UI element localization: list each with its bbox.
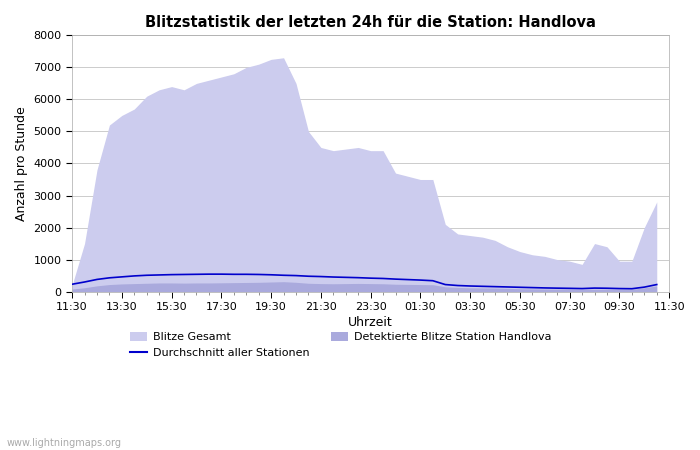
Y-axis label: Anzahl pro Stunde: Anzahl pro Stunde bbox=[15, 106, 28, 221]
Title: Blitzstatistik der letzten 24h für die Station: Handlova: Blitzstatistik der letzten 24h für die S… bbox=[145, 15, 596, 30]
Text: www.lightningmaps.org: www.lightningmaps.org bbox=[7, 438, 122, 448]
X-axis label: Uhrzeit: Uhrzeit bbox=[349, 316, 393, 329]
Legend: Blitze Gesamt, Durchschnitt aller Stationen, Detektierte Blitze Station Handlova: Blitze Gesamt, Durchschnitt aller Statio… bbox=[126, 328, 556, 363]
